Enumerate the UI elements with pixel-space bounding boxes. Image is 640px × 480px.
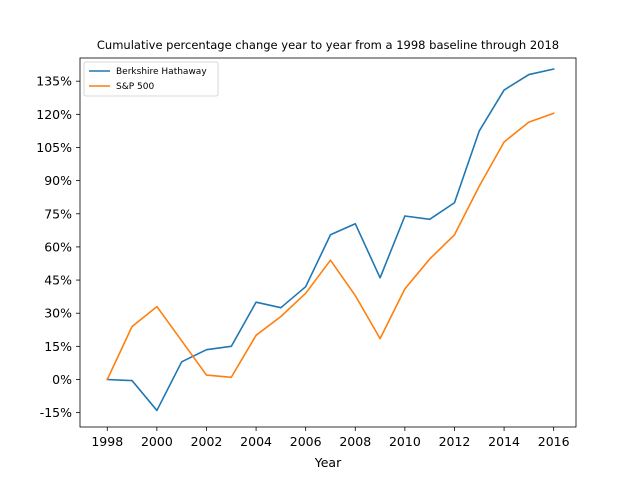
y-tick-label: 75% [44, 206, 72, 221]
x-axis: 1998 2000 2002 2004 2006 2008 2010 2012 2014 2016 [91, 427, 570, 449]
y-tick-label: 30% [44, 306, 72, 321]
y-axis: -15% 0% 15% 30% 45% 60% 75% 90% 105% 120% 135% [36, 74, 80, 420]
y-tick-label: 60% [44, 239, 72, 254]
x-tick-label: 2002 [191, 434, 223, 449]
x-tick-label: 2016 [538, 434, 570, 449]
x-tick-label: 2010 [389, 434, 421, 449]
series-line-sp500 [106, 112, 555, 381]
y-tick-label: 120% [36, 107, 72, 122]
series-line-berkshire [106, 68, 555, 412]
x-tick-label: 2008 [339, 434, 371, 449]
x-tick-label: 2014 [488, 434, 520, 449]
legend: Berkshire Hathaway S&P 500 [83, 61, 219, 97]
axes-frame [79, 57, 577, 428]
y-tick-label: 45% [44, 273, 72, 288]
y-tick-label: -15% [40, 405, 72, 420]
x-tick-label: 2000 [141, 434, 173, 449]
chart-title: Cumulative percentage change year to yea… [97, 38, 559, 52]
y-tick-label: 105% [36, 140, 72, 155]
x-tick-label: 2012 [439, 434, 471, 449]
y-tick-label: 0% [52, 372, 72, 387]
x-tick-label: 2006 [290, 434, 322, 449]
x-tick-label: 1998 [91, 434, 123, 449]
y-tick-label: 135% [36, 74, 72, 89]
legend-label-berkshire: Berkshire Hathaway [116, 67, 207, 77]
legend-box [83, 61, 219, 97]
x-tick-label: 2004 [240, 434, 272, 449]
y-tick-label: 15% [44, 339, 72, 354]
legend-label-sp500: S&P 500 [116, 82, 154, 92]
x-axis-label: Year [314, 455, 342, 470]
plot-area [80, 58, 576, 427]
y-tick-label: 90% [44, 173, 72, 188]
series-lines [106, 68, 555, 412]
